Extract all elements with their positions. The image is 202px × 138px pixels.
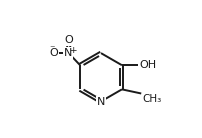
Text: CH₃: CH₃ <box>142 94 161 104</box>
Text: OH: OH <box>139 60 156 70</box>
Text: N: N <box>97 97 105 107</box>
Text: O: O <box>65 35 73 45</box>
Text: N: N <box>64 48 73 58</box>
Text: +: + <box>69 46 77 55</box>
Text: O: O <box>49 48 58 58</box>
Text: ⁻: ⁻ <box>49 45 54 55</box>
